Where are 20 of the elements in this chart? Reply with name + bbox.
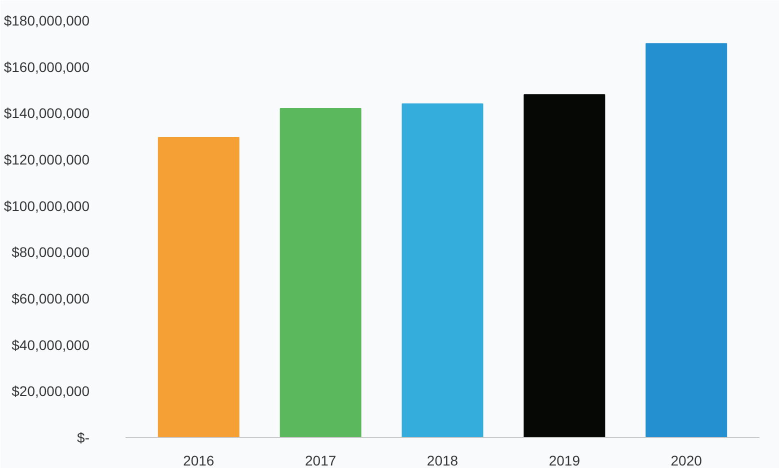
y-tick-label: $120,000,000	[4, 152, 90, 168]
x-tick-label: 2016	[183, 452, 214, 468]
y-tick-label: $-	[77, 430, 90, 446]
y-tick-label: $160,000,000	[4, 58, 90, 75]
y-tick-label: $20,000,000	[12, 383, 90, 400]
x-tick-label: 2020	[670, 452, 702, 468]
y-tick-label: $80,000,000	[12, 244, 90, 260]
x-tick-label: 2017	[305, 452, 336, 468]
y-tick-label: $180,000,000	[4, 12, 90, 28]
x-tick-label: 2019	[548, 452, 580, 468]
y-tick-label: $40,000,000	[12, 336, 90, 353]
bar	[280, 108, 362, 438]
y-tick-label: $100,000,000	[4, 198, 90, 214]
bar	[158, 136, 240, 438]
bar	[646, 43, 728, 438]
bar	[524, 94, 606, 438]
y-tick-label: $140,000,000	[4, 105, 90, 122]
x-tick-label: 2018	[426, 452, 458, 468]
bar	[402, 103, 484, 438]
y-tick-label: $60,000,000	[12, 290, 90, 306]
